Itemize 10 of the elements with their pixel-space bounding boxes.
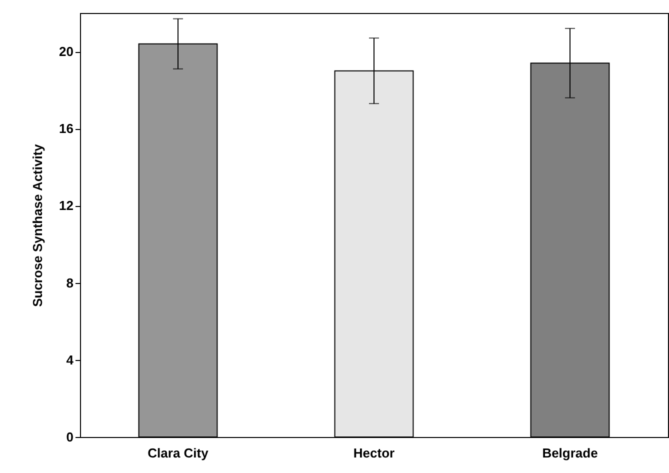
y-tick-label: 8 bbox=[66, 275, 74, 290]
x-tick-label: Clara City bbox=[148, 446, 210, 460]
y-tick-label: 12 bbox=[59, 198, 74, 214]
y-tick-label: 0 bbox=[66, 430, 74, 444]
y-axis-title: Sucrose Synthase Activity bbox=[30, 143, 46, 307]
x-tick-label: Hector bbox=[353, 446, 395, 460]
y-tick-label: 16 bbox=[59, 121, 74, 136]
y-tick-label: 4 bbox=[66, 352, 74, 368]
y-tick-label: 20 bbox=[59, 44, 74, 60]
x-tick-label: Belgrade bbox=[542, 446, 598, 460]
